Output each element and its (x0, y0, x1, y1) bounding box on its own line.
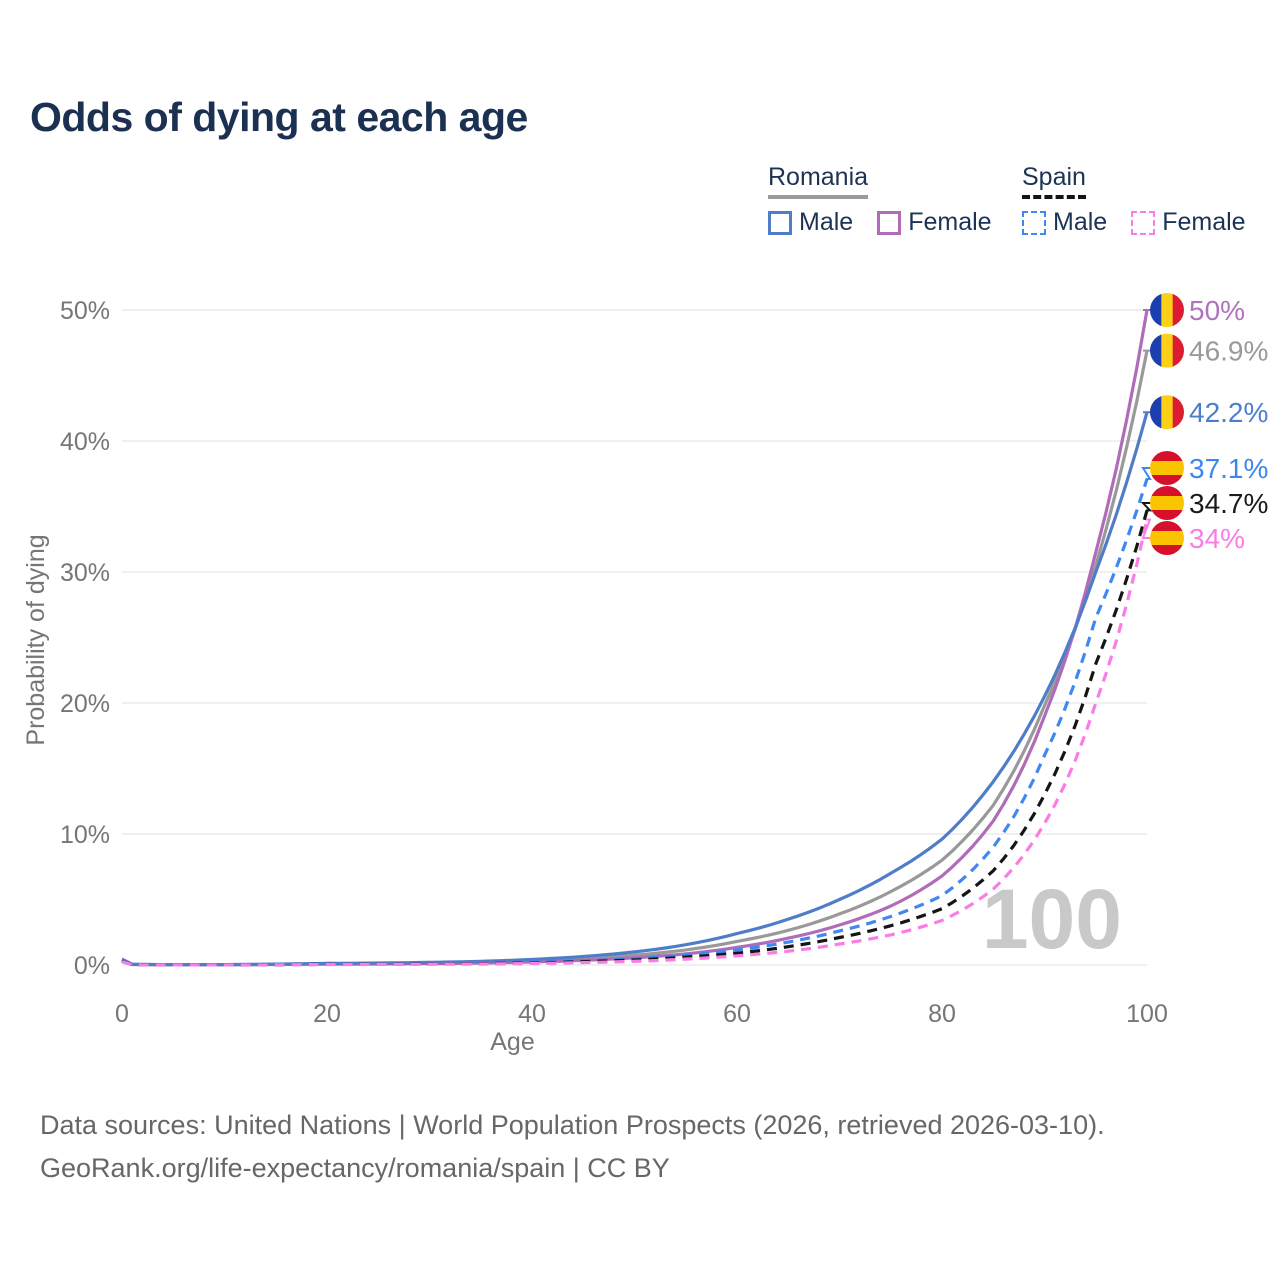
end-value-label: 46.9% (1189, 336, 1268, 367)
spain-male-line-swatch-icon (1022, 210, 1046, 235)
y-tick-label: 10% (60, 821, 110, 849)
legend-item-label: Female (908, 208, 992, 236)
label-connector (1141, 467, 1152, 480)
spain-flag-icon (1150, 451, 1184, 486)
legend-group-spain: Spain Male Female (1022, 163, 1270, 237)
legend-item-spain-male[interactable]: Male (1022, 208, 1107, 237)
legend-item-romania-male[interactable]: Male (768, 208, 853, 237)
y-tick-label: 20% (60, 690, 110, 718)
x-axis-title: Age (490, 1028, 534, 1056)
label-connector (1140, 502, 1153, 512)
romania-female-line-swatch-icon (877, 210, 902, 235)
end-value-label: 34% (1189, 523, 1245, 554)
attribution-text: GeoRank.org/life-expectancy/romania/spai… (40, 1153, 670, 1183)
legend-country-spain: Spain (1022, 163, 1086, 199)
x-tick-label: 80 (928, 1000, 956, 1028)
x-tick-label: 100 (1126, 1000, 1168, 1028)
legend-item-spain-female[interactable]: Female (1131, 208, 1246, 237)
x-tick-label: 40 (518, 1000, 546, 1028)
end-value-label: 34.7% (1189, 488, 1268, 519)
romania-flag-icon (1150, 293, 1184, 327)
romania-male-line-swatch-icon (768, 210, 792, 235)
y-tick-label: 0% (74, 952, 110, 980)
x-tick-label: 60 (723, 1000, 751, 1028)
legend-item-label: Male (799, 208, 854, 236)
legend-items-romania: Male Female (768, 208, 1016, 237)
legend-country-romania: Romania (768, 163, 869, 199)
legend-item-label: Female (1162, 208, 1246, 236)
spain-female-line-swatch-icon (1131, 210, 1156, 235)
footer: Data sources: United Nations | World Pop… (40, 1104, 1105, 1190)
label-connector (1141, 518, 1152, 539)
legend-item-romania-female[interactable]: Female (877, 208, 992, 237)
spain-flag-icon (1150, 521, 1184, 556)
y-tick-label: 30% (60, 559, 110, 587)
spain-flag-icon (1150, 486, 1184, 521)
end-value-label: 37.1% (1189, 453, 1268, 484)
legend-items-spain: Male Female (1022, 208, 1270, 237)
series-line-romania-female (121, 309, 1149, 967)
end-value-label: 42.2% (1189, 397, 1268, 428)
page-title: Odds of dying at each age (30, 94, 528, 140)
romania-flag-icon (1150, 395, 1184, 430)
data-sources-text: Data sources: United Nations | World Pop… (40, 1110, 1105, 1140)
y-tick-label: 50% (60, 297, 110, 325)
romania-flag-icon (1150, 333, 1184, 368)
legend-item-label: Male (1053, 208, 1108, 236)
line-chart-canvas: 0% 10% 20% 30% 40% 50% 0 20 40 60 80 100 Age Probabil… (22, 293, 1268, 1056)
legend-group-romania: Romania Male Female (768, 163, 1016, 237)
series-line-spain-female (121, 519, 1149, 967)
end-value-label: 50% (1189, 295, 1245, 326)
x-tick-label: 0 (115, 1000, 129, 1028)
y-tick-label: 40% (60, 428, 110, 456)
x-tick-label: 20 (313, 1000, 341, 1028)
y-axis-title: Probability of dying (22, 534, 50, 745)
age-counter-watermark: 100 (982, 872, 1122, 966)
